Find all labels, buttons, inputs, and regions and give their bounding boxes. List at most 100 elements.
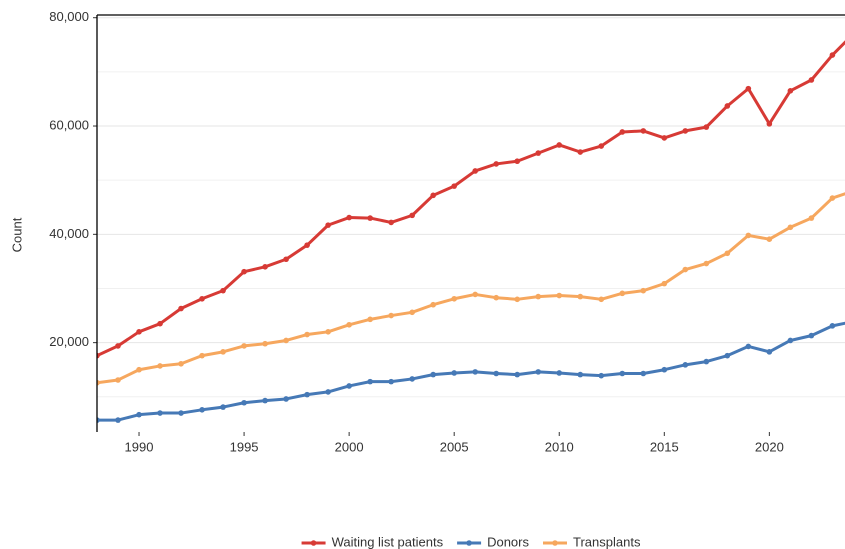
data-point — [199, 406, 205, 413]
data-point — [598, 296, 605, 303]
data-point — [367, 378, 373, 385]
data-point — [304, 242, 310, 248]
data-point — [199, 352, 205, 359]
data-point — [514, 158, 521, 165]
legend-item: Transplants — [543, 534, 641, 549]
data-point — [283, 337, 289, 344]
data-point — [640, 287, 647, 294]
data-point — [661, 366, 668, 373]
data-point — [178, 305, 184, 312]
data-point — [241, 399, 247, 406]
data-point — [136, 329, 142, 335]
data-point — [367, 316, 373, 323]
data-point — [598, 372, 605, 379]
x-tick-label: 2000 — [335, 439, 364, 454]
data-point — [724, 103, 731, 109]
legend-item: Donors — [457, 534, 529, 549]
data-point — [304, 331, 310, 338]
data-point — [640, 370, 647, 377]
data-point — [283, 256, 289, 263]
data-point — [451, 183, 457, 189]
data-point — [556, 370, 563, 376]
data-point — [325, 329, 331, 335]
y-axis-label: Count — [9, 217, 24, 252]
data-point — [262, 340, 268, 347]
data-point — [115, 377, 121, 383]
data-point — [346, 321, 352, 328]
data-point — [472, 291, 479, 298]
data-point — [577, 293, 584, 300]
data-point — [220, 287, 226, 294]
data-point — [241, 343, 247, 349]
data-point — [556, 292, 563, 299]
grid — [97, 17, 845, 398]
data-point — [136, 366, 142, 373]
data-point — [178, 410, 184, 416]
x-tick-label: 2005 — [440, 439, 469, 454]
data-point — [199, 295, 205, 302]
data-point — [157, 320, 163, 327]
data-point — [619, 129, 626, 135]
x-tick-label: 2010 — [545, 439, 574, 454]
data-point — [682, 266, 689, 273]
data-point — [724, 250, 731, 257]
legend-swatch-dot — [552, 540, 558, 546]
data-point — [409, 212, 415, 219]
data-point — [241, 268, 247, 275]
series-line — [97, 40, 845, 358]
data-point — [556, 142, 563, 148]
data-point — [136, 411, 142, 418]
data-point — [97, 352, 100, 359]
data-point — [325, 389, 331, 395]
data-point — [388, 219, 394, 226]
y-tick-label: 80,000 — [49, 9, 89, 24]
data-point — [514, 296, 521, 303]
data-point — [787, 88, 794, 94]
y-tick-label: 40,000 — [49, 226, 89, 241]
x-tick-label: 1990 — [125, 439, 154, 454]
data-point — [808, 332, 815, 339]
data-point — [451, 370, 457, 376]
data-point — [430, 371, 436, 378]
data-point — [346, 214, 352, 221]
data-point — [577, 371, 584, 378]
data-point — [409, 309, 415, 316]
data-point — [409, 376, 415, 382]
data-point — [766, 121, 773, 127]
data-point — [514, 371, 521, 378]
legend-label: Waiting list patients — [332, 534, 444, 549]
data-point — [787, 337, 794, 344]
data-point — [472, 168, 479, 174]
data-point — [262, 397, 268, 404]
data-point — [745, 232, 752, 239]
data-point — [829, 52, 836, 58]
data-point — [724, 352, 731, 359]
data-point — [493, 294, 500, 301]
legend-swatch-dot — [466, 540, 472, 546]
data-point — [661, 135, 668, 141]
data-point — [808, 215, 815, 221]
data-point — [325, 222, 331, 228]
data-point — [388, 378, 394, 385]
data-point — [157, 363, 163, 369]
plot-area — [97, 40, 845, 423]
data-point — [157, 410, 163, 416]
data-point — [661, 280, 668, 287]
data-point — [367, 215, 373, 221]
data-point — [220, 349, 226, 355]
data-point — [430, 301, 436, 308]
data-point — [220, 404, 226, 410]
data-point — [703, 124, 710, 130]
data-point — [682, 128, 689, 134]
legend-label: Donors — [487, 534, 529, 549]
data-point — [535, 369, 542, 375]
data-point — [787, 224, 794, 231]
legend: Waiting list patients Donors Transplants — [301, 534, 641, 549]
data-point — [115, 417, 121, 423]
data-point — [619, 370, 626, 377]
data-point — [262, 264, 268, 270]
data-point — [115, 343, 121, 349]
x-tick-label: 2015 — [650, 439, 679, 454]
data-point — [493, 161, 500, 167]
data-point — [766, 349, 773, 355]
